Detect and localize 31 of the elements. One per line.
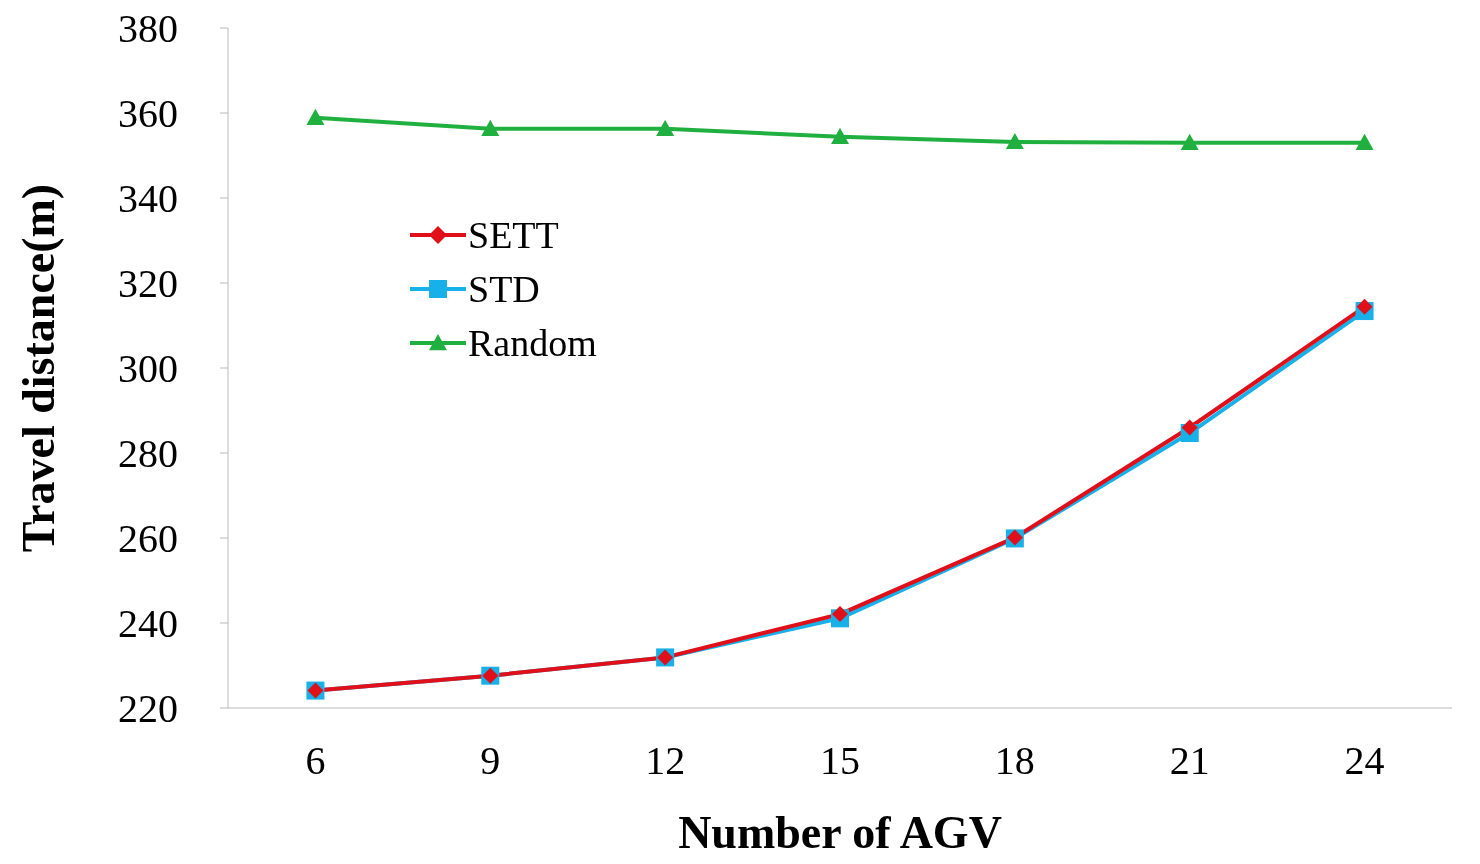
y-tick-label: 260: [118, 516, 178, 562]
y-tick-label: 300: [118, 346, 178, 392]
point: [1356, 298, 1373, 315]
y-tick-label: 240: [118, 601, 178, 647]
y-tick-label: 220: [118, 686, 178, 732]
point: [1181, 419, 1198, 436]
point: [1180, 133, 1199, 150]
x-tick-label: 18: [994, 738, 1035, 784]
point: [306, 108, 325, 125]
point: [481, 119, 500, 136]
y-tick-label: 280: [118, 431, 178, 477]
y-axis-title: Travel distance(m): [13, 183, 65, 553]
x-tick-label: 6: [305, 738, 326, 784]
x-tick-label: 24: [1344, 738, 1385, 784]
y-tick-label: 320: [118, 261, 178, 307]
point: [1005, 132, 1024, 150]
point: [831, 127, 849, 144]
y-tick-label: 380: [118, 6, 178, 52]
point: [832, 606, 848, 623]
x-tick-label: 9: [480, 738, 501, 784]
x-tick-label: 12: [645, 738, 686, 784]
point: [1355, 133, 1374, 150]
legend-label: Random: [468, 321, 597, 365]
y-tick-label: 340: [118, 176, 178, 222]
x-tick-label: 21: [1169, 738, 1210, 784]
legend-label: STD: [468, 267, 540, 311]
y-tick-label: 360: [118, 91, 178, 137]
x-axis-title: Number of AGV: [678, 807, 1002, 858]
legend-label: SETT: [468, 213, 559, 257]
point: [656, 119, 675, 136]
x-tick-label: 15: [820, 738, 860, 784]
